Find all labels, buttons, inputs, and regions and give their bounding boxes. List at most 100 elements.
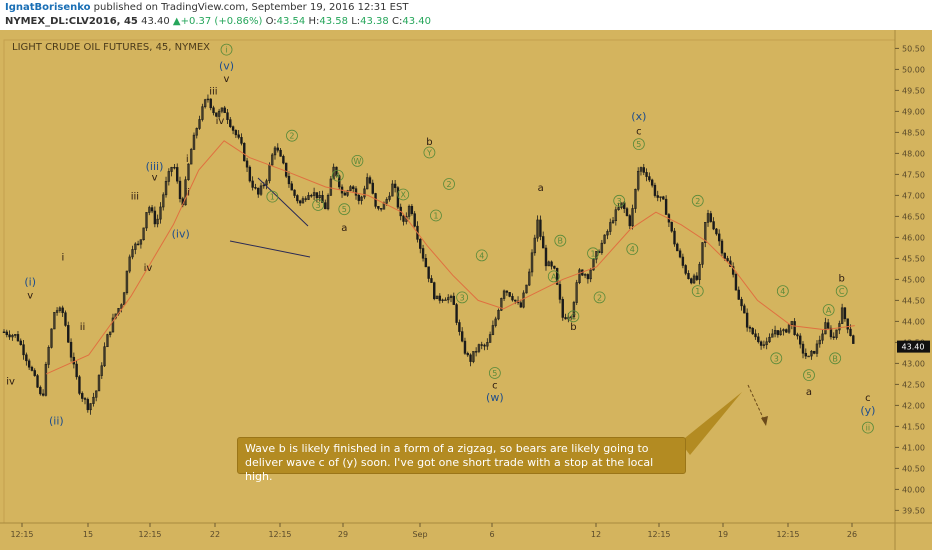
candle-body <box>578 269 581 283</box>
candle-body <box>776 330 780 336</box>
candle-body <box>458 322 461 332</box>
y-tick-label: 39.50 <box>902 506 925 515</box>
candle-body <box>245 160 249 168</box>
wave-label: 4 <box>335 172 340 181</box>
high-value: 43.58 <box>319 16 349 27</box>
candle-body <box>363 188 366 198</box>
candle-body <box>653 184 657 196</box>
candle-body <box>192 134 196 150</box>
candle-body <box>251 180 254 188</box>
candle-body <box>8 334 11 338</box>
wave-label-circle <box>613 194 626 207</box>
candle-body <box>22 344 25 356</box>
high-label: H: <box>308 16 320 27</box>
candle-body <box>223 107 226 114</box>
candle-body <box>206 98 210 101</box>
close-label: C: <box>391 16 403 27</box>
candle-body <box>466 353 469 356</box>
wave-label: C <box>839 287 845 296</box>
candle-body <box>642 167 645 173</box>
candle-body <box>243 143 246 162</box>
wave-label: 2 <box>289 132 294 141</box>
candle-body <box>793 321 796 335</box>
candle-body <box>257 187 260 195</box>
candle-body <box>743 305 746 314</box>
wave-label: A <box>826 306 832 315</box>
candle-body <box>142 227 145 241</box>
candle-body <box>511 296 514 301</box>
candle-body <box>293 189 296 196</box>
candle-body <box>97 375 101 392</box>
candle-body <box>237 134 240 138</box>
candle-body <box>586 274 590 280</box>
wave-label-circle <box>587 247 599 260</box>
change-value: +0.37 (+0.86%) <box>180 16 263 27</box>
candle-body <box>315 192 319 199</box>
wave-label: c <box>636 127 642 138</box>
candle-body <box>801 343 805 354</box>
author-name[interactable]: IgnatBorisenko <box>5 2 91 13</box>
wave-label: a <box>806 387 812 398</box>
candle-body <box>184 179 187 206</box>
candle-body <box>536 219 539 239</box>
candle-body <box>500 298 503 311</box>
wave-label: B <box>558 237 564 246</box>
candle-body <box>759 341 763 346</box>
forecast-arrow-head <box>761 416 768 426</box>
candle-body <box>731 266 735 275</box>
y-tick-label: 50.00 <box>902 65 925 74</box>
candle-body <box>553 265 556 269</box>
candle-body <box>94 390 98 398</box>
y-tick-label: 43.00 <box>902 359 925 368</box>
wave-label: (iii) <box>146 160 164 173</box>
candle-body <box>231 126 235 131</box>
candle-body <box>150 207 154 212</box>
candle-body <box>670 221 673 232</box>
y-tick-label: 45.00 <box>902 275 925 284</box>
wave-label: i <box>225 46 227 55</box>
wave-label: 5 <box>492 369 497 378</box>
candle-body <box>139 239 143 245</box>
wave-label-circle <box>776 285 789 298</box>
candle-body <box>402 215 405 222</box>
wedge-trendline-upper <box>257 177 309 227</box>
candle-body <box>248 166 252 182</box>
candle-body <box>726 258 729 262</box>
candle-body <box>447 297 450 301</box>
candle-body <box>678 250 682 258</box>
candle-body <box>108 331 112 335</box>
y-tick-label: 49.50 <box>902 86 925 95</box>
wave-label-circle <box>286 129 298 142</box>
wave-label: (i) <box>24 276 36 289</box>
candle-body <box>483 344 486 347</box>
candle-body <box>505 290 509 293</box>
x-tick-label: 15 <box>83 530 93 539</box>
candle-body <box>201 106 204 120</box>
candle-body <box>720 240 724 254</box>
candle-body <box>709 213 713 222</box>
candle-body <box>304 198 307 200</box>
last-price-label: 43.40 <box>902 343 925 352</box>
candle-body <box>122 292 126 306</box>
wave-label: 1 <box>590 249 595 258</box>
x-tick-label: 6 <box>489 530 494 539</box>
candle-body <box>611 220 615 223</box>
candle-body <box>19 340 22 346</box>
candle-body <box>692 275 696 284</box>
candle-body <box>226 112 229 120</box>
candle-body <box>81 393 84 399</box>
wave-label: a <box>341 223 347 234</box>
candle-body <box>676 243 679 252</box>
wave-label: 5 <box>636 140 641 149</box>
wave-label-circle <box>397 188 410 201</box>
candle-body <box>262 184 266 187</box>
candle-body <box>687 273 690 280</box>
candle-body <box>69 341 73 358</box>
x-tick-label: 22 <box>210 530 220 539</box>
candle-body <box>27 360 31 368</box>
wave-label-circle <box>443 178 455 190</box>
wave-label: 2 <box>695 197 700 206</box>
candle-body <box>209 98 212 109</box>
candle-body <box>449 295 453 298</box>
candle-body <box>41 393 45 396</box>
